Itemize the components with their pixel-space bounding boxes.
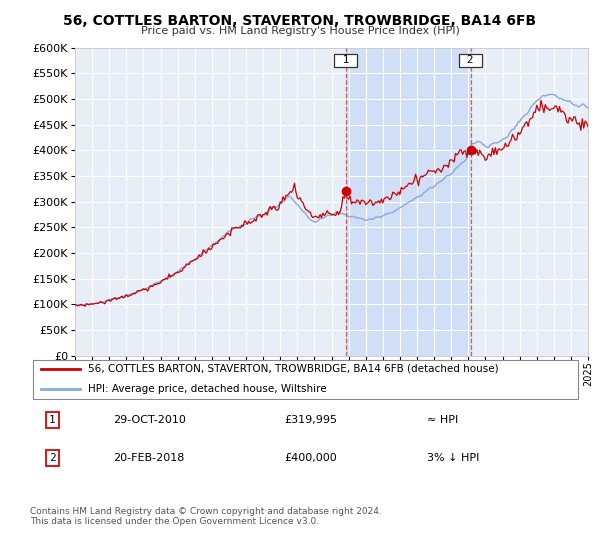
Text: 2: 2 — [460, 55, 481, 66]
Text: HPI: Average price, detached house, Wiltshire: HPI: Average price, detached house, Wilt… — [88, 384, 326, 394]
FancyBboxPatch shape — [33, 360, 578, 399]
Text: 29-OCT-2010: 29-OCT-2010 — [113, 415, 185, 425]
Text: £319,995: £319,995 — [284, 415, 337, 425]
Text: 20-FEB-2018: 20-FEB-2018 — [113, 452, 184, 463]
Text: Price paid vs. HM Land Registry's House Price Index (HPI): Price paid vs. HM Land Registry's House … — [140, 26, 460, 36]
Text: 1: 1 — [335, 55, 356, 66]
Text: 1: 1 — [49, 415, 55, 425]
Text: £400,000: £400,000 — [284, 452, 337, 463]
Text: Contains HM Land Registry data © Crown copyright and database right 2024.
This d: Contains HM Land Registry data © Crown c… — [30, 507, 382, 526]
Text: 56, COTTLES BARTON, STAVERTON, TROWBRIDGE, BA14 6FB (detached house): 56, COTTLES BARTON, STAVERTON, TROWBRIDG… — [88, 364, 499, 374]
Text: 56, COTTLES BARTON, STAVERTON, TROWBRIDGE, BA14 6FB: 56, COTTLES BARTON, STAVERTON, TROWBRIDG… — [64, 14, 536, 28]
Text: 2: 2 — [49, 452, 55, 463]
Bar — [346, 48, 470, 356]
Text: 3% ↓ HPI: 3% ↓ HPI — [427, 452, 480, 463]
Text: ≈ HPI: ≈ HPI — [427, 415, 458, 425]
